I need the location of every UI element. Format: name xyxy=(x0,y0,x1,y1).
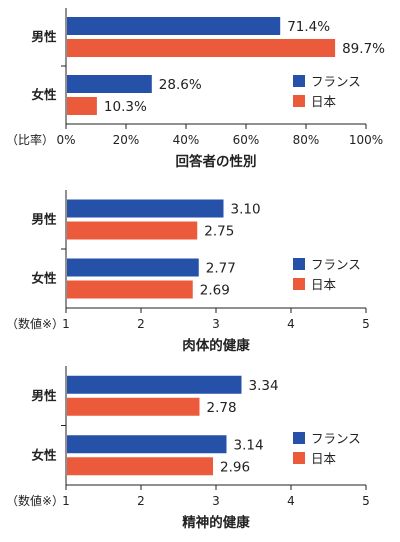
data-label: 2.78 xyxy=(207,400,237,416)
legend-swatch-france xyxy=(293,432,305,444)
data-label: 10.3% xyxy=(104,99,147,115)
bar-france xyxy=(67,17,281,35)
bar-france xyxy=(67,199,224,218)
bar-japan xyxy=(67,457,213,476)
data-label: 2.75 xyxy=(204,224,234,240)
bar-france xyxy=(67,258,199,277)
data-label: 3.14 xyxy=(234,437,264,453)
axis-unit-label: （比率） xyxy=(6,132,54,147)
x-tick-label: 60% xyxy=(233,133,260,147)
data-label: 3.34 xyxy=(249,378,279,394)
bar-france xyxy=(67,75,152,93)
bar-japan xyxy=(67,280,193,299)
x-tick-label: 5 xyxy=(362,317,370,331)
data-label: 2.96 xyxy=(220,459,250,475)
x-tick-label: 1 xyxy=(62,494,70,508)
x-tick-label: 2 xyxy=(137,317,145,331)
legend-label-japan: 日本 xyxy=(311,94,337,109)
x-tick-label: 2 xyxy=(137,494,145,508)
x-tick-label: 0% xyxy=(56,133,75,147)
legend-swatch-france xyxy=(293,258,305,270)
category-label: 男性 xyxy=(31,212,57,227)
data-label: 2.69 xyxy=(200,283,230,299)
x-tick-label: 100% xyxy=(349,133,383,147)
data-label: 2.77 xyxy=(206,261,236,277)
category-label: 男性 xyxy=(31,29,57,44)
legend-label-france: フランス xyxy=(311,431,361,446)
legend-swatch-japan xyxy=(293,278,305,290)
x-tick-label: 80% xyxy=(293,133,320,147)
axis-unit-label: （数値※） xyxy=(6,316,64,331)
category-label: 女性 xyxy=(31,271,57,286)
category-label: 男性 xyxy=(31,388,57,403)
x-tick-label: 5 xyxy=(362,494,370,508)
x-tick-label: 3 xyxy=(212,317,220,331)
bar-japan xyxy=(67,39,336,57)
bar-japan xyxy=(67,97,97,115)
chart-title: 精神的健康 xyxy=(182,514,250,531)
legend-label-france: フランス xyxy=(311,257,361,272)
bar-france xyxy=(67,435,227,454)
x-tick-label: 3 xyxy=(212,494,220,508)
legend-label-japan: 日本 xyxy=(311,451,337,466)
x-tick-label: 4 xyxy=(287,317,295,331)
chart-title: 回答者の性別 xyxy=(176,153,257,170)
bar-japan xyxy=(67,221,198,240)
bar-france xyxy=(67,375,242,394)
x-tick-label: 20% xyxy=(113,133,140,147)
chart-title: 肉体的健康 xyxy=(182,337,250,354)
bar-japan xyxy=(67,397,200,416)
legend-swatch-japan xyxy=(293,95,305,107)
data-label: 28.6% xyxy=(159,77,202,93)
category-label: 女性 xyxy=(31,447,57,462)
data-label: 89.7% xyxy=(342,41,385,57)
data-label: 71.4% xyxy=(287,19,330,35)
x-tick-label: 4 xyxy=(287,494,295,508)
data-label: 3.10 xyxy=(231,202,261,218)
category-label: 女性 xyxy=(31,87,57,102)
x-tick-label: 1 xyxy=(62,317,70,331)
axis-unit-label: （数値※） xyxy=(6,493,64,508)
legend-label-france: フランス xyxy=(311,74,361,89)
legend-swatch-france xyxy=(293,75,305,87)
legend-label-japan: 日本 xyxy=(311,277,337,292)
legend-swatch-japan xyxy=(293,452,305,464)
x-tick-label: 40% xyxy=(173,133,200,147)
